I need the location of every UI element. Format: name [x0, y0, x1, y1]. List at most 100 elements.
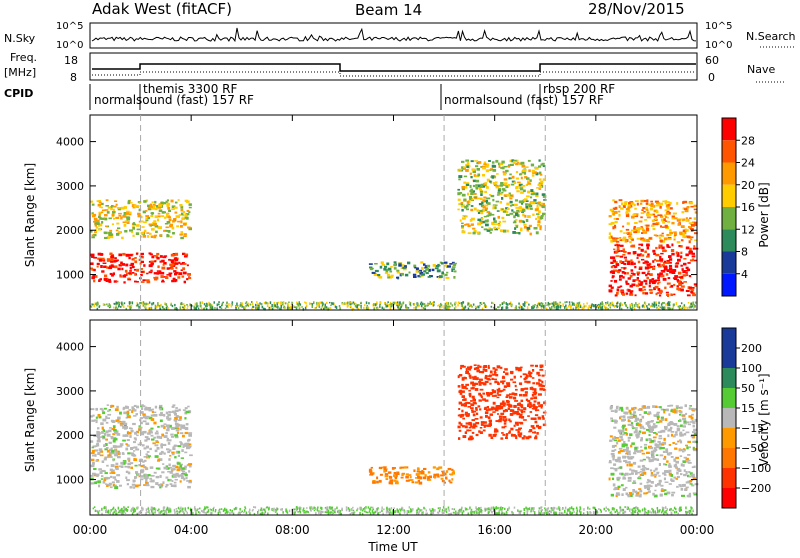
echo-cell [625, 212, 628, 215]
echo-cell [267, 507, 269, 509]
echo-cell [353, 510, 355, 512]
echo-cell [659, 406, 662, 408]
echo-cell [144, 230, 147, 232]
echo-cell [548, 302, 550, 305]
nsky-trace [92, 28, 696, 41]
echo-cell [110, 469, 113, 472]
echo-cell [668, 453, 671, 456]
echo-cell [538, 210, 541, 213]
echo-cell [92, 204, 95, 206]
echo-cell [178, 455, 180, 457]
echo-cell [417, 275, 419, 277]
echo-cell [112, 459, 114, 461]
echo-cell [111, 258, 114, 261]
echo-cell [153, 205, 156, 207]
echo-cell [417, 476, 420, 479]
echo-cell [493, 218, 496, 221]
echo-cell [162, 481, 164, 484]
echo-cell [558, 306, 560, 309]
echo-cell [520, 305, 522, 308]
echo-cell [541, 385, 545, 387]
echo-cell [541, 305, 543, 307]
echo-cell [665, 464, 667, 466]
echo-cell [691, 474, 695, 477]
y-tick-label: 2000 [56, 224, 84, 237]
echo-cell [635, 302, 637, 304]
echo-cell [680, 245, 682, 248]
echo-cell [542, 417, 545, 419]
echo-cell [659, 510, 661, 513]
echo-cell [489, 422, 492, 424]
echo-cell [657, 283, 659, 285]
echo-cell [423, 477, 426, 480]
echo-cell [428, 471, 431, 473]
echo-cell [200, 305, 202, 308]
echo-cell [475, 388, 479, 391]
echo-cell [692, 258, 694, 261]
echo-cell [619, 512, 621, 514]
echo-cell [634, 304, 636, 307]
echo-cell [623, 412, 627, 414]
echo-cell [530, 365, 534, 367]
echo-cell [660, 214, 662, 216]
echo-cell [375, 303, 377, 306]
echo-cell [614, 244, 616, 246]
echo-cell [656, 210, 659, 213]
echo-cell [629, 433, 632, 436]
echo-cell [113, 425, 116, 428]
echo-cell [512, 176, 515, 179]
echo-cell [679, 449, 683, 451]
echo-cell [680, 441, 682, 444]
echo-cell [503, 410, 506, 413]
echo-cell [173, 446, 176, 448]
echo-cell [678, 276, 681, 278]
echo-cell [641, 232, 643, 234]
echo-cell [471, 205, 474, 207]
echo-cell [626, 407, 629, 410]
echo-cell [646, 245, 650, 247]
echo-cell [626, 214, 629, 217]
echo-cell [161, 202, 164, 205]
echo-cell [182, 425, 186, 428]
echo-cell [534, 511, 536, 514]
echo-cell [473, 232, 476, 235]
echo-cell [526, 178, 529, 180]
echo-cell [104, 237, 108, 239]
echo-cell [446, 308, 448, 310]
echo-cell [629, 464, 633, 467]
echo-cell [622, 444, 625, 446]
echo-cell [93, 269, 95, 271]
echo-cell [461, 209, 463, 212]
echo-cell [106, 304, 108, 306]
echo-cell [646, 305, 648, 307]
echo-cell [166, 201, 168, 203]
echo-cell [648, 411, 651, 414]
echo-cell [628, 439, 630, 441]
echo-cell [615, 437, 619, 439]
echo-cell [427, 304, 429, 306]
echo-cell [214, 301, 216, 303]
echo-cell [113, 445, 117, 448]
echo-cell [653, 450, 657, 453]
echo-cell [525, 166, 529, 168]
echo-cell [153, 437, 156, 439]
echo-cell [513, 405, 515, 408]
echo-cell [645, 303, 647, 306]
echo-cell [684, 433, 686, 436]
echo-cell [649, 447, 653, 449]
echo-cell [245, 307, 247, 310]
echo-cell [103, 444, 106, 447]
echo-cell [468, 390, 471, 392]
echo-cell [472, 432, 475, 434]
echo-cell [161, 446, 164, 448]
echo-cell [328, 512, 330, 515]
echo-cell [166, 303, 168, 306]
echo-cell [539, 203, 542, 205]
echo-cell [643, 238, 645, 241]
echo-cell [120, 217, 122, 220]
echo-cell [154, 472, 157, 474]
echo-cell [98, 485, 100, 488]
echo-cell [476, 187, 479, 190]
echo-cell [462, 366, 466, 368]
echo-cell [508, 407, 510, 410]
